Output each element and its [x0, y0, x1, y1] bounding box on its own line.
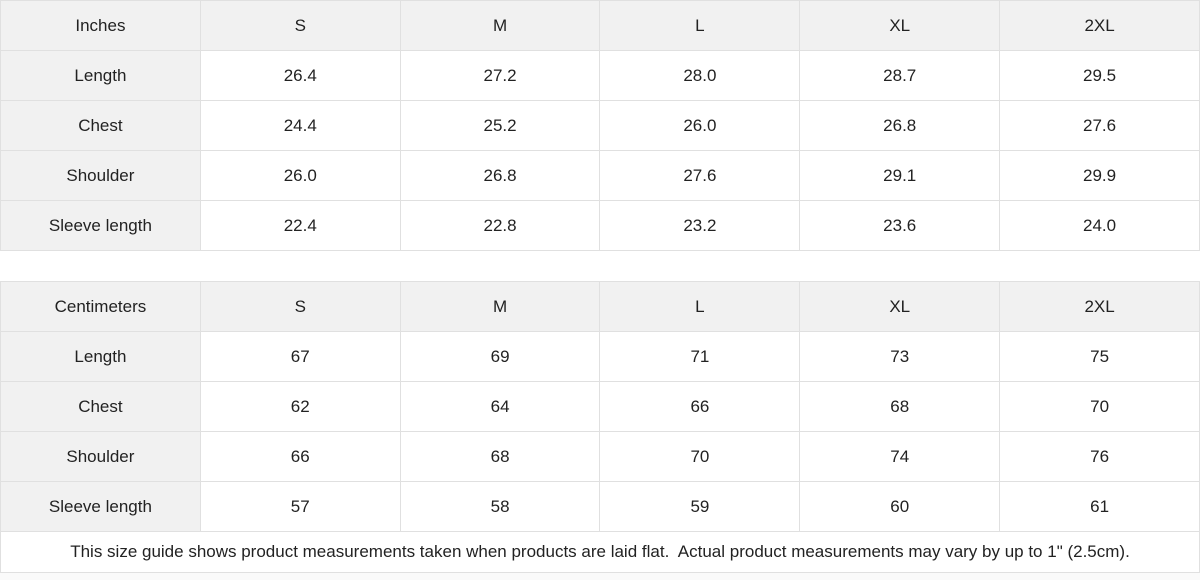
measurement-cell: 74	[799, 431, 1001, 482]
measurement-cell: 28.7	[799, 50, 1001, 101]
measurement-cell: 73	[799, 331, 1001, 382]
size-col-header: XL	[799, 0, 1001, 51]
size-col-header: 2XL	[999, 281, 1200, 332]
measurement-cell: 69	[399, 331, 601, 382]
measurement-cell: 26.4	[199, 50, 401, 101]
table-row: Length 26.4 27.2 28.0 28.7 29.5	[0, 50, 1200, 101]
measurement-cell: 57	[199, 481, 401, 532]
size-col-header: M	[399, 281, 601, 332]
measurement-cell: 26.8	[399, 150, 601, 201]
size-col-header: M	[399, 0, 601, 51]
row-label: Shoulder	[0, 150, 201, 201]
unit-header: Centimeters	[0, 281, 201, 332]
table-row: Shoulder 66 68 70 74 76	[0, 431, 1200, 482]
table-spacer	[0, 251, 1200, 281]
header-row: Inches S M L XL 2XL	[0, 0, 1200, 51]
row-label: Chest	[0, 100, 201, 151]
measurement-cell: 70	[999, 381, 1200, 432]
size-col-header: XL	[799, 281, 1001, 332]
measurement-cell: 60	[799, 481, 1001, 532]
row-label: Chest	[0, 381, 201, 432]
measurement-cell: 27.6	[999, 100, 1200, 151]
measurement-cell: 66	[199, 431, 401, 482]
size-col-header: L	[599, 281, 801, 332]
table-row: Sleeve length 57 58 59 60 61	[0, 481, 1200, 532]
table-row: Chest 24.4 25.2 26.0 26.8 27.6	[0, 100, 1200, 151]
measurement-cell: 70	[599, 431, 801, 482]
measurement-cell: 66	[599, 381, 801, 432]
inches-table: Inches S M L XL 2XL Length 26.4 27.2 28.…	[0, 0, 1200, 251]
size-col-header: S	[199, 0, 401, 51]
measurement-cell: 29.5	[999, 50, 1200, 101]
row-label: Shoulder	[0, 431, 201, 482]
measurement-cell: 23.6	[799, 200, 1001, 251]
table-row: Chest 62 64 66 68 70	[0, 381, 1200, 432]
measurement-cell: 62	[199, 381, 401, 432]
measurement-cell: 28.0	[599, 50, 801, 101]
unit-header: Inches	[0, 0, 201, 51]
measurement-cell: 29.1	[799, 150, 1001, 201]
measurement-cell: 22.8	[399, 200, 601, 251]
measurement-cell: 26.0	[199, 150, 401, 201]
measurement-cell: 27.6	[599, 150, 801, 201]
measurement-cell: 29.9	[999, 150, 1200, 201]
measurement-cell: 24.4	[199, 100, 401, 151]
row-label: Length	[0, 331, 201, 382]
measurement-cell: 27.2	[399, 50, 601, 101]
size-col-header: 2XL	[999, 0, 1200, 51]
measurement-cell: 67	[199, 331, 401, 382]
measurement-cell: 71	[599, 331, 801, 382]
measurement-cell: 61	[999, 481, 1200, 532]
measurement-cell: 68	[399, 431, 601, 482]
row-label: Sleeve length	[0, 200, 201, 251]
measurement-cell: 76	[999, 431, 1200, 482]
measurement-cell: 26.0	[599, 100, 801, 151]
table-row: Shoulder 26.0 26.8 27.6 29.1 29.9	[0, 150, 1200, 201]
measurement-cell: 75	[999, 331, 1200, 382]
size-col-header: S	[199, 281, 401, 332]
size-col-header: L	[599, 0, 801, 51]
measurement-cell: 59	[599, 481, 801, 532]
row-label: Length	[0, 50, 201, 101]
measurement-cell: 64	[399, 381, 601, 432]
measurement-cell: 68	[799, 381, 1001, 432]
measurement-cell: 25.2	[399, 100, 601, 151]
measurement-cell: 24.0	[999, 200, 1200, 251]
header-row: Centimeters S M L XL 2XL	[0, 281, 1200, 332]
centimeters-table: Centimeters S M L XL 2XL Length 67 69 71…	[0, 281, 1200, 532]
row-label: Sleeve length	[0, 481, 201, 532]
table-row: Sleeve length 22.4 22.8 23.2 23.6 24.0	[0, 200, 1200, 251]
table-row: Length 67 69 71 73 75	[0, 331, 1200, 382]
measurement-cell: 26.8	[799, 100, 1001, 151]
size-guide-note: This size guide shows product measuremen…	[0, 532, 1200, 573]
measurement-cell: 22.4	[199, 200, 401, 251]
measurement-cell: 23.2	[599, 200, 801, 251]
measurement-cell: 58	[399, 481, 601, 532]
